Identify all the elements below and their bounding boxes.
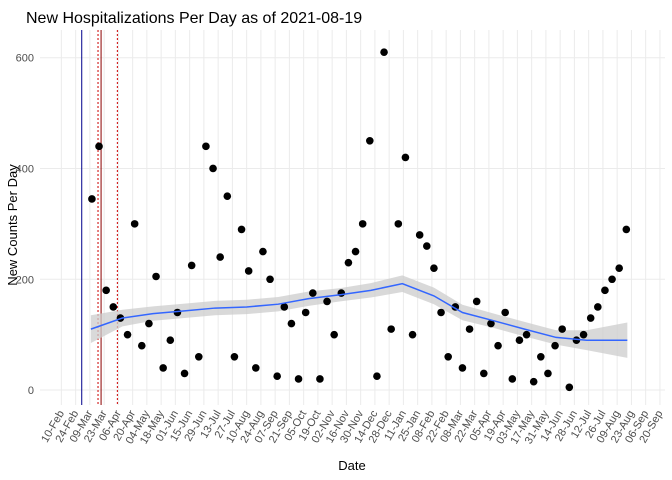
data-point — [187, 261, 196, 270]
data-point — [515, 336, 524, 344]
data-point — [309, 289, 317, 297]
data-point — [387, 325, 395, 333]
y-tick-label: 200 — [16, 274, 34, 286]
data-point — [145, 319, 153, 328]
data-point — [330, 330, 338, 339]
data-point — [615, 264, 623, 272]
data-point — [95, 142, 103, 151]
data-point — [251, 364, 260, 372]
data-point — [123, 330, 132, 339]
data-point — [180, 369, 189, 378]
data-point — [494, 341, 502, 350]
data-point — [209, 164, 217, 173]
data-point — [572, 336, 581, 344]
chart-title: New Hospitalizations Per Day as of 2021-… — [26, 10, 362, 27]
data-point — [366, 136, 374, 145]
data-point — [358, 220, 367, 228]
y-axis-label: New Counts Per Day — [5, 164, 20, 286]
data-point — [137, 341, 146, 350]
data-point — [159, 364, 167, 372]
data-point — [544, 369, 552, 378]
data-point — [622, 225, 631, 234]
data-point — [244, 267, 253, 275]
y-tick-label: 600 — [16, 53, 34, 65]
data-point — [529, 377, 538, 386]
data-point — [508, 375, 517, 383]
data-point — [537, 353, 545, 361]
data-point — [102, 286, 110, 295]
data-point — [465, 325, 474, 333]
data-point — [316, 375, 324, 383]
data-point — [351, 247, 360, 256]
data-point — [273, 372, 281, 380]
data-point — [608, 275, 616, 284]
data-point — [430, 264, 438, 272]
data-point — [266, 275, 274, 284]
data-point — [551, 341, 559, 350]
data-point — [437, 308, 445, 317]
data-point — [586, 314, 595, 322]
data-point — [294, 375, 303, 383]
data-point — [230, 353, 239, 361]
data-point — [216, 253, 224, 261]
data-point — [202, 142, 210, 151]
data-point — [408, 330, 417, 339]
data-point — [173, 308, 182, 317]
data-point — [394, 220, 403, 228]
data-point — [594, 303, 602, 311]
data-point — [401, 153, 410, 162]
x-axis-label: Date — [338, 458, 365, 473]
data-point — [501, 308, 509, 317]
data-point — [223, 192, 232, 200]
y-tick-label: 400 — [16, 163, 34, 175]
data-point — [344, 258, 353, 267]
data-point — [323, 297, 331, 306]
data-point — [472, 297, 481, 306]
data-point — [152, 272, 160, 281]
data-point — [130, 220, 139, 228]
data-point — [301, 308, 310, 317]
data-point — [558, 325, 566, 333]
data-point — [415, 231, 424, 239]
data-point — [287, 319, 296, 328]
data-point — [458, 364, 467, 372]
data-point — [109, 303, 118, 311]
data-point — [601, 286, 609, 295]
data-point — [194, 353, 203, 361]
confidence-band — [90, 275, 628, 358]
data-point — [480, 369, 488, 378]
data-point — [259, 247, 267, 256]
data-point — [280, 303, 289, 311]
data-point — [423, 242, 431, 250]
data-point — [444, 353, 452, 361]
data-point — [88, 195, 96, 203]
data-point — [373, 372, 381, 380]
data-point — [380, 48, 388, 56]
data-point — [565, 383, 574, 392]
data-point — [166, 336, 175, 344]
data-point — [487, 319, 495, 328]
data-point — [237, 225, 246, 234]
trend-line — [90, 282, 628, 341]
y-tick-label: 0 — [28, 385, 34, 397]
data-point — [522, 330, 531, 339]
data-point — [337, 289, 346, 297]
data-point — [579, 330, 588, 339]
